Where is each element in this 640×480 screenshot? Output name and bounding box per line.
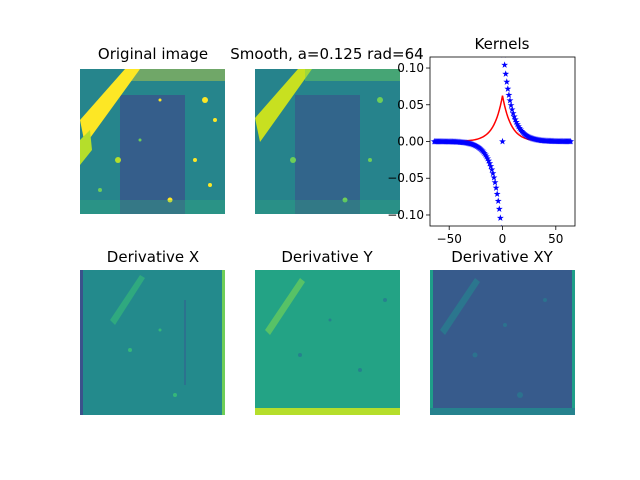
derivative-kernel-point: [491, 178, 499, 186]
derivative-kernel-point: [520, 129, 528, 137]
y-tick-label: −0.05: [387, 171, 424, 185]
derivative-kernel-point: [475, 144, 483, 151]
chart-title: Kernels: [475, 35, 530, 53]
derivative-kernel-point: [519, 128, 527, 136]
derivative-kernel-point: [502, 70, 510, 77]
derivative-kernel-point: [515, 122, 522, 130]
derivative-kernel-point: [509, 109, 517, 117]
derivative-kernel-point: [500, 224, 502, 226]
x-tick-label: 50: [548, 232, 563, 246]
derivative-kernel-point: [490, 174, 498, 181]
panel-title-original: Original image: [98, 45, 208, 63]
derivative-kernel-point: [496, 214, 504, 221]
derivative-kernel-point: [494, 197, 502, 204]
y-tick-label: 0.10: [397, 61, 424, 75]
derivative-kernel-point: [480, 149, 488, 157]
panel-title-smooth: Smooth, a=0.125 rad=64: [230, 45, 423, 63]
derivative-kernel-point: [510, 113, 518, 120]
panel-title-deriv-xy: Derivative XY: [451, 248, 553, 266]
smoothing-kernel-line: [434, 95, 571, 143]
derivative-kernel-point: [477, 145, 485, 153]
derivative-kernel-point: [476, 145, 484, 152]
derivative-kernel-point: [479, 148, 487, 155]
kernel-axes: −0.10 −0.05 0.00 0.05 0.10 −50 0 50: [387, 61, 563, 246]
derivative-kernel-point: [483, 152, 490, 160]
y-tick-label: 0.00: [397, 135, 424, 149]
kernels-plot: −0.10 −0.05 0.00 0.05 0.10 −50 0 50: [387, 56, 576, 246]
derivative-kernel-point: [511, 115, 519, 123]
derivative-kernel-point: [482, 151, 489, 158]
derivative-kernel-point: [514, 120, 521, 128]
derivative-kernel-point: [489, 169, 497, 177]
derivative-kernel-point: [504, 85, 512, 92]
x-tick-label: −50: [437, 232, 462, 246]
derivative-kernel-point: [517, 126, 525, 133]
derivative-kernel-point: [508, 106, 516, 113]
derivative-kernel-point: [487, 162, 495, 170]
panel-title-deriv-y: Derivative Y: [281, 248, 373, 266]
derivative-kernel-point: [567, 137, 575, 145]
derivative-kernel-point: [501, 61, 509, 68]
derivative-kernel-point: [521, 130, 529, 138]
smoothed-image: [255, 69, 400, 214]
derivative-kernel-point: [518, 127, 526, 135]
derivative-kernel-point: [488, 166, 496, 173]
derivative-kernel-point: [512, 118, 520, 126]
kernel-marks: [430, 57, 575, 226]
original-image: [80, 69, 225, 214]
derivative-kernel-point: [493, 190, 501, 197]
derivative-kernel-point: [492, 184, 500, 191]
derivative-kernel-point: [495, 205, 503, 212]
x-tick-label: 0: [499, 232, 507, 246]
derivative-kernel-point: [485, 157, 493, 164]
derivative-kernel-point: [503, 78, 511, 85]
derivative-kernel-point: [486, 159, 494, 167]
derivative-y-image: [255, 270, 400, 415]
y-tick-label: 0.05: [397, 98, 424, 112]
derivative-kernel-point: [516, 124, 523, 132]
derivative-x-image: [80, 270, 225, 415]
y-tick-label: −0.10: [387, 208, 424, 222]
derivative-kernel-point: [484, 154, 491, 162]
derivative-kernel-point: [505, 91, 513, 98]
panel-title-deriv-x: Derivative X: [107, 248, 199, 266]
derivative-kernel-point: [506, 96, 514, 104]
derivative-kernel-point: [507, 101, 515, 109]
derivative-kernel-point: [499, 137, 506, 145]
derivative-xy-image: [430, 270, 575, 415]
derivative-kernel-point: [478, 147, 486, 154]
